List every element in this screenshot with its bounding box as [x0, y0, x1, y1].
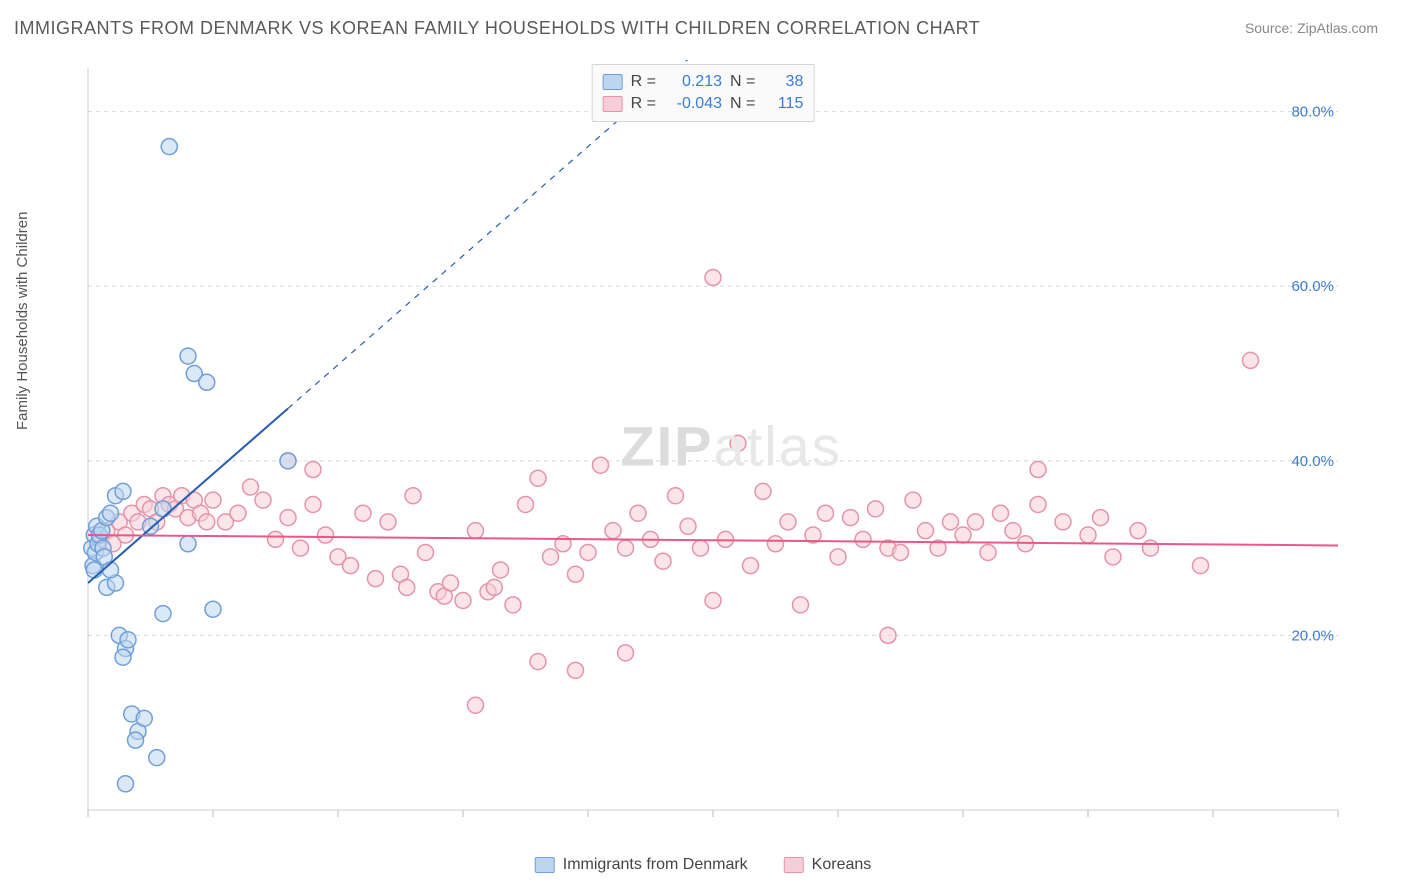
svg-text:60.0%: 60.0% — [1291, 278, 1334, 295]
legend-row-denmark: R = 0.213 N = 38 — [603, 71, 804, 93]
legend-n-value-denmark: 38 — [763, 71, 803, 93]
y-axis-label: Family Households with Children — [14, 212, 31, 430]
chart-title: IMMIGRANTS FROM DENMARK VS KOREAN FAMILY… — [14, 18, 980, 39]
svg-text:80.0%: 80.0% — [1291, 104, 1334, 121]
legend-r-value-koreans: -0.043 — [664, 93, 722, 115]
legend-swatch-denmark — [603, 74, 623, 90]
source-attribution: Source: ZipAtlas.com — [1245, 20, 1378, 36]
legend-n-value-koreans: 115 — [763, 93, 803, 115]
legend-r-label: R = — [631, 71, 656, 93]
legend-n-label: N = — [730, 71, 755, 93]
svg-text:40.0%: 40.0% — [1291, 453, 1334, 470]
legend-label-koreans: Koreans — [812, 856, 872, 874]
legend-n-label: N = — [730, 93, 755, 115]
legend-swatch-koreans — [784, 857, 804, 873]
legend-row-koreans: R = -0.043 N = 115 — [603, 93, 804, 115]
legend-r-value-denmark: 0.213 — [664, 71, 722, 93]
legend-label-denmark: Immigrants from Denmark — [563, 856, 748, 874]
legend-r-label: R = — [631, 93, 656, 115]
legend-item-koreans: Koreans — [784, 856, 872, 874]
svg-text:20.0%: 20.0% — [1291, 627, 1334, 644]
correlation-legend: R = 0.213 N = 38 R = -0.043 N = 115 — [592, 64, 815, 122]
legend-swatch-koreans — [603, 96, 623, 112]
legend-item-denmark: Immigrants from Denmark — [535, 856, 748, 874]
watermark: ZIPatlas — [620, 414, 841, 479]
legend-swatch-denmark — [535, 857, 555, 873]
series-legend: Immigrants from Denmark Koreans — [535, 856, 872, 874]
